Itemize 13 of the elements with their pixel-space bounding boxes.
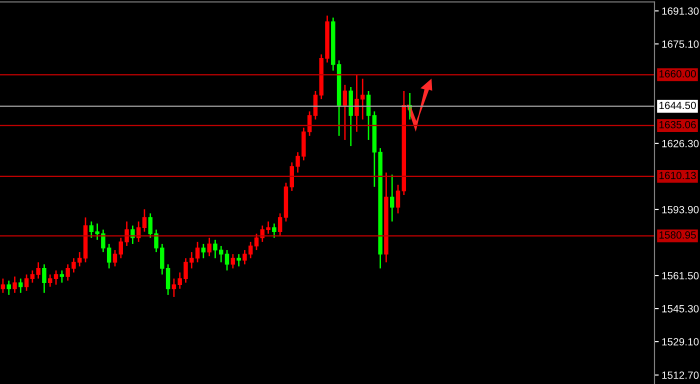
ref-line-label: 1635.06: [659, 120, 696, 128]
ref-line-label: 1644.50: [659, 102, 696, 110]
ref-line-label: 1610.13: [659, 172, 696, 180]
y-tick-label: 1545.30: [662, 305, 699, 312]
ref-line-label: 1580.95: [659, 231, 696, 239]
y-tick-label: 1691.30: [662, 7, 699, 15]
ref-line-label: 1660.00: [659, 70, 696, 78]
y-tick-label: 1561.50: [662, 272, 699, 280]
y-tick-label: 1529.10: [662, 338, 699, 346]
y-tick-label: 1675.10: [662, 40, 699, 48]
y-tick-label: 1593.90: [662, 206, 699, 214]
y-tick-label: 1512.70: [662, 372, 699, 379]
y-tick-label: 1626.30: [662, 140, 699, 148]
